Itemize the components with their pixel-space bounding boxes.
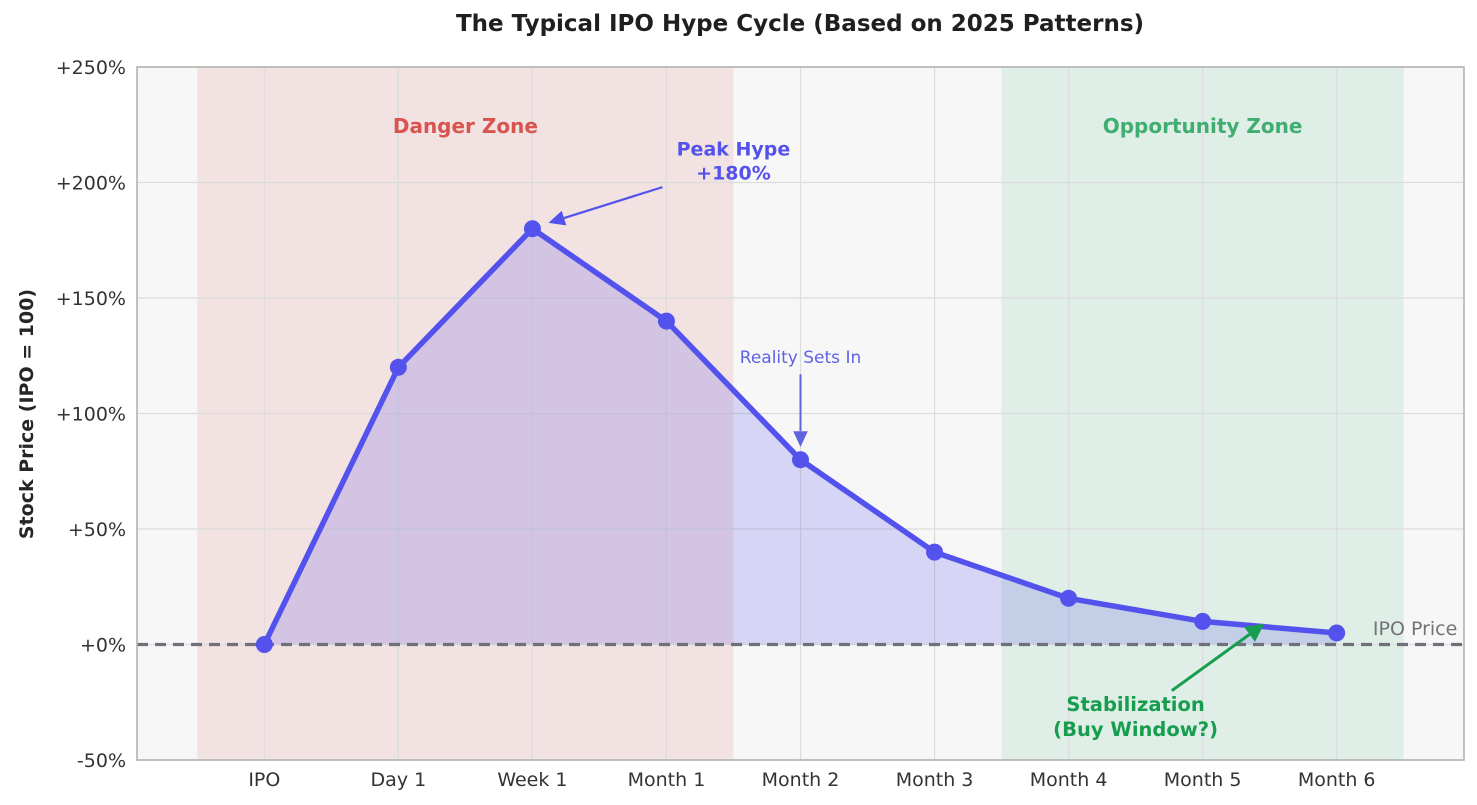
stabilization-annotation: Stabilization (Buy Window?) (1053, 693, 1219, 742)
y-tick-label: +250% (56, 57, 126, 79)
y-tick-label: +50% (68, 519, 126, 541)
y-tick-label: +200% (56, 173, 126, 195)
y-tick-label: +100% (56, 404, 126, 426)
data-point-marker (255, 636, 273, 653)
y-tick-label: +150% (56, 288, 126, 310)
annotation-arrow-head (1244, 623, 1265, 642)
chart-title: The Typical IPO Hype Cycle (Based on 202… (455, 11, 1145, 37)
plot-border (136, 66, 1465, 761)
peak-hype-annotation: Peak Hype +180% (676, 138, 791, 185)
x-tick-label: Week 1 (497, 769, 567, 791)
y-axis-title: Stock Price (IPO = 100) (16, 288, 38, 540)
ipo-price-label: IPO Price (1372, 618, 1458, 641)
x-tick-label: Month 6 (1298, 769, 1376, 791)
x-tick-label: Month 5 (1164, 769, 1242, 791)
data-point-marker (1060, 589, 1078, 607)
annotation-arrow-shaft (1170, 633, 1251, 692)
annotation-arrow-head (548, 210, 567, 226)
data-point-marker (389, 358, 407, 376)
data-point-marker (657, 312, 675, 330)
annotation-arrow-shaft (563, 186, 663, 220)
data-point-marker (792, 451, 809, 469)
data-point-marker (1194, 612, 1212, 630)
x-tick-label: Month 1 (628, 769, 706, 791)
x-tick-label: Month 4 (1030, 769, 1108, 791)
data-point-marker (926, 543, 944, 561)
x-tick-label: Day 1 (371, 769, 427, 791)
annotation-arrow-head (793, 431, 808, 447)
danger-zone-label: Danger Zone (392, 114, 538, 139)
reality-sets-in-annotation: Reality Sets In (739, 348, 862, 369)
area-fill (264, 228, 1337, 645)
opportunity-zone-label: Opportunity Zone (1102, 114, 1303, 139)
y-tick-label: -50% (77, 750, 126, 772)
data-point-marker (523, 220, 541, 238)
x-tick-label: Month 3 (896, 769, 974, 791)
x-tick-label: Month 2 (762, 769, 840, 791)
data-point-marker (1328, 624, 1346, 642)
x-tick-label: IPO (248, 769, 280, 791)
y-tick-label: +0% (80, 635, 126, 657)
